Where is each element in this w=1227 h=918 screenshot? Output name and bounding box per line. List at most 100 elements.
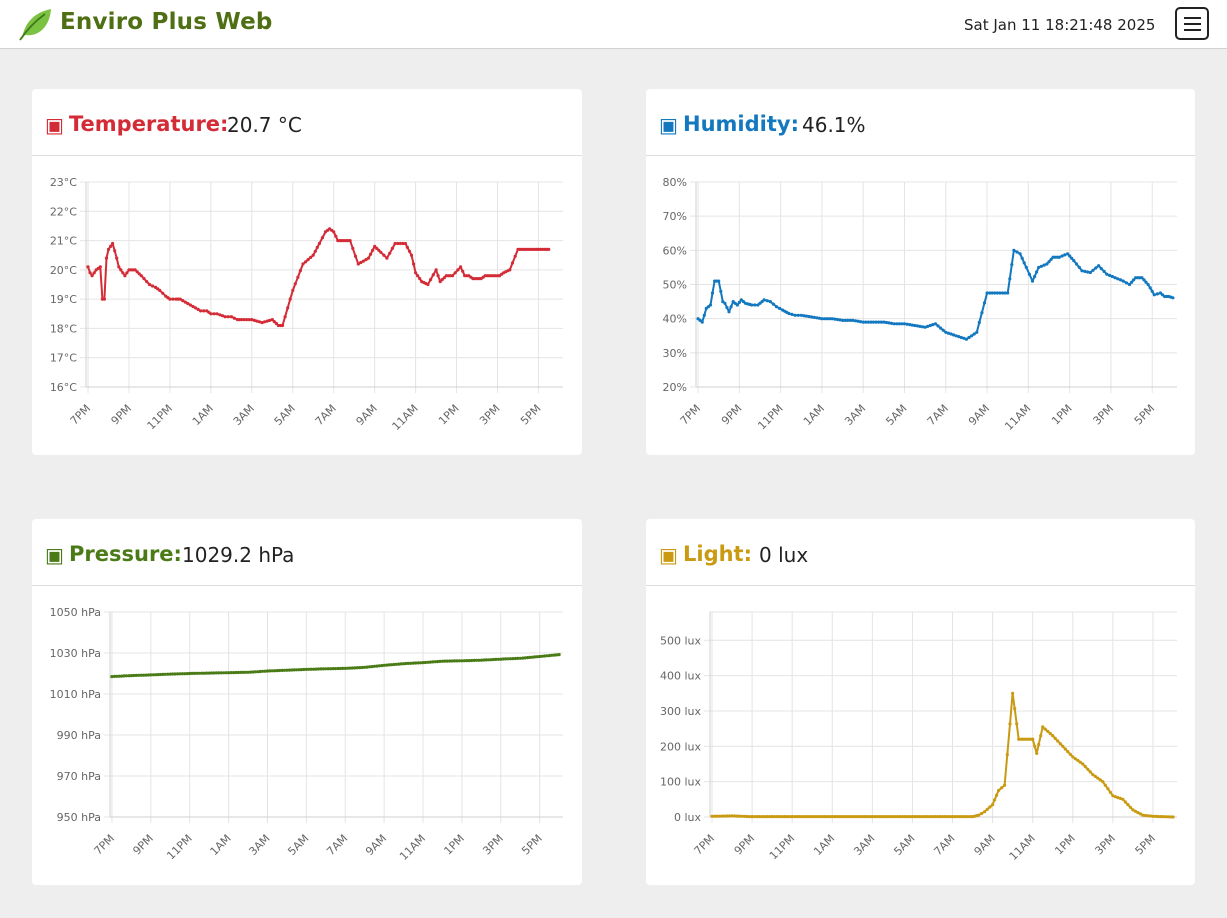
data-point [820,317,824,321]
y-tick-label: 1010 hPa [50,688,101,701]
data-point [317,241,321,246]
data-point [146,673,150,677]
data-point [265,669,270,673]
y-tick-label: 990 hPa [57,729,101,742]
data-point [1012,248,1016,252]
data-point [375,246,379,250]
data-point [288,297,292,301]
data-point [501,657,505,661]
data-point [273,669,277,673]
y-tick-label: 300 lux [660,705,702,718]
data-point [1130,280,1134,284]
data-point [897,322,901,326]
data-point [1068,254,1072,258]
data-point [799,313,803,317]
card-label: Pressure: [69,542,182,566]
data-point [790,312,794,316]
data-point [366,256,371,260]
data-point [750,815,754,819]
menu-button[interactable] [1175,7,1209,40]
pressure-card: ▣ Pressure: 1029.2 hPa 950 hPa 970 hPa 990… [32,519,582,885]
data-point [727,310,731,314]
data-point [389,663,393,667]
data-point [1144,280,1148,284]
x-tick-label: 7AM [313,402,339,428]
data-point [199,309,203,313]
data-point [865,815,869,819]
data-point [1015,250,1019,254]
data-point [753,303,757,307]
y-tick-label: 18°C [50,322,77,335]
data-point [190,671,194,675]
data-point [1108,273,1112,277]
data-point [214,671,218,675]
x-tick-label: 5PM [519,832,545,858]
data-point [142,277,146,281]
data-point [382,663,386,667]
data-point [258,669,262,674]
hamburger-menu-icon [1184,29,1201,31]
data-point [822,317,827,321]
data-point [807,314,811,319]
data-point [958,815,962,819]
x-tick-label: 7AM [931,832,957,858]
data-point [708,303,713,307]
data-point [371,248,375,252]
data-point [715,814,719,818]
data-point [298,269,302,273]
data-point [90,274,94,278]
data-point [933,322,938,326]
data-point [717,814,722,818]
data-point [385,256,389,260]
data-point [760,815,764,819]
data-point [1111,794,1115,798]
data-point [1077,265,1081,269]
data-point [409,253,414,257]
data-point [902,322,907,326]
data-point [874,320,878,324]
data-point [1138,812,1142,816]
y-tick-label: 0 lux [674,811,702,824]
data-point [247,318,251,322]
data-point [491,657,496,662]
data-point [1042,263,1046,267]
data-point [1049,257,1053,261]
data-point [396,241,400,246]
y-tick-label: 20°C [50,264,77,277]
data-point [147,282,152,287]
pressure-swatch-icon: ▣ [45,543,64,567]
data-point [813,815,817,819]
data-point [810,815,814,819]
data-point [712,814,717,818]
data-point [436,660,440,664]
data-point [1085,270,1090,274]
x-tick-label: 1AM [801,402,827,428]
data-point [355,666,359,670]
data-point [1033,744,1037,748]
x-tick-label: 1AM [811,832,837,858]
data-point [215,312,219,316]
data-point [496,657,500,661]
series-line [697,249,1174,341]
data-point [882,320,886,324]
data-point [702,313,706,317]
data-point [1102,269,1106,273]
data-point [321,667,325,671]
data-point [530,655,534,659]
x-tick-label: 3PM [477,402,503,428]
data-point [790,815,794,819]
data-point [356,262,360,266]
data-point [370,665,374,669]
data-point [257,320,262,324]
data-point [1076,758,1080,762]
data-point [774,305,779,309]
data-point [419,661,423,665]
data-point [1035,270,1039,274]
data-point [1056,739,1060,743]
data-point [440,659,445,663]
data-point [1074,262,1079,266]
data-point [758,815,762,819]
card-label: Light: [683,542,752,566]
data-point [127,674,131,678]
data-point [123,274,127,278]
